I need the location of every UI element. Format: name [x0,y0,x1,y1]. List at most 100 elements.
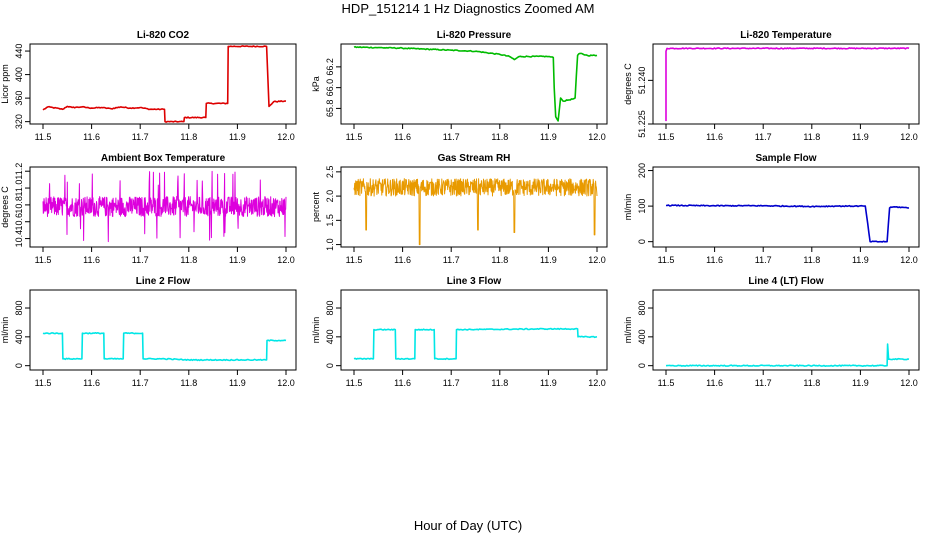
x-tick-label: 11.8 [180,132,197,142]
chart-title: Line 2 Flow [136,276,191,287]
chart-title: Li-820 Temperature [740,30,832,41]
series-line-pressure [353,45,598,122]
x-tick-label: 11.5 [658,255,675,265]
y-axis-label: degrees C [623,63,633,105]
y-tick-label: 0 [637,239,647,244]
y-tick-label: 65.8 [325,100,335,118]
x-tick-label: 11.8 [491,378,508,388]
y-tick-label: 400 [14,67,24,82]
x-tick-label: 11.8 [491,132,508,142]
y-tick-label: 51.225 [637,110,647,138]
y-tick-label: 400 [637,329,647,344]
y-tick-label: 10.6 [14,213,24,231]
series-line-temperature [665,47,910,122]
x-tick-label: 12.0 [588,378,606,388]
x-tick-label: 11.5 [658,378,675,388]
x-tick-label: 11.7 [443,132,460,142]
x-tick-label: 11.7 [132,378,149,388]
y-axis-label: kPa [311,76,321,92]
chart-panel-line3: Line 3 Flow ml/min 11.5 11.6 11.7 11.8 11.9 12.… [311,276,608,388]
y-tick-label: 800 [325,301,335,316]
y-tick-label: 100 [637,199,647,214]
y-axis-label: ml/min [623,194,633,221]
y-tick-label: 11.2 [14,163,24,180]
series-line-line4 [665,343,910,367]
y-tick-label: 66.2 [325,58,335,76]
x-tick-label: 11.5 [346,378,363,388]
x-tick-label: 11.9 [229,255,246,265]
y-axis-label: ml/min [0,317,10,344]
y-axis-label: degrees C [0,186,10,228]
x-tick-label: 11.7 [132,132,149,142]
chart-title: Sample Flow [755,153,816,164]
chart-title: Ambient Box Temperature [101,153,226,164]
x-tick-label: 12.0 [900,378,918,388]
x-tick-label: 11.6 [706,132,723,142]
y-tick-label: 440 [14,44,24,59]
y-tick-label: 0 [325,363,335,368]
series-line-line3 [353,327,598,361]
plot-frame [340,289,608,371]
y-tick-label: 51.240 [637,67,647,95]
x-tick-label: 11.6 [83,132,100,142]
x-tick-label: 11.9 [229,132,246,142]
y-tick-label: 1.0 [325,238,335,251]
x-tick-label: 11.9 [852,132,869,142]
x-tick-label: 11.8 [491,255,508,265]
chart-title: Line 4 (LT) Flow [748,276,824,287]
x-tick-label: 12.0 [277,255,295,265]
chart-panel-co2: Li-820 CO2 Licor ppm 11.5 11.6 11.7 11.8 11.9 1… [0,30,297,142]
x-tick-label: 11.9 [852,255,869,265]
y-tick-label: 320 [14,114,24,129]
plot-frame [652,43,920,125]
x-tick-label: 11.8 [803,378,820,388]
y-tick-label: 800 [637,301,647,316]
y-tick-label: 10.4 [14,230,24,248]
chart-title: Li-820 CO2 [137,30,190,41]
x-tick-label: 12.0 [277,378,295,388]
plot-frame [340,166,608,248]
chart-panel-pressure: Li-820 Pressure kPa 11.5 11.6 11.7 11.8 11.9 12… [311,30,608,142]
x-tick-label: 11.9 [540,132,557,142]
chart-title: Line 3 Flow [447,276,502,287]
chart-panel-boxtemp: Ambient Box Temperature degrees C 11.5 11.6… [0,153,297,265]
x-tick-label: 11.6 [83,255,100,265]
x-tick-label: 12.0 [900,132,918,142]
x-tick-label: 11.5 [35,255,52,265]
chart-title: Gas Stream RH [438,153,511,164]
x-tick-label: 11.6 [394,255,411,265]
plot-frame [652,166,920,248]
x-tick-label: 11.9 [852,378,869,388]
y-tick-label: 0 [637,363,647,368]
y-tick-label: 400 [325,329,335,344]
x-tick-label: 11.8 [180,255,197,265]
x-tick-label: 11.8 [803,255,820,265]
y-tick-label: 11.0 [14,180,24,197]
x-tick-label: 12.0 [588,132,606,142]
x-tick-label: 11.7 [755,378,772,388]
page-x-axis-label: Hour of Day (UTC) [413,518,523,533]
y-tick-label: 2.0 [325,190,335,203]
chart-panel-line2: Line 2 Flow ml/min 11.5 11.6 11.7 11.8 11.9 12.… [0,276,297,388]
y-tick-label: 800 [14,301,24,316]
x-tick-label: 11.6 [394,378,411,388]
x-tick-label: 12.0 [277,132,295,142]
chart-panel-line4: Line 4 (LT) Flow ml/min 11.5 11.6 11.7 11.8 11… [623,276,920,388]
chart-panel-sampleflow: Sample Flow ml/min 11.5 11.6 11.7 11.8 11.9 12.… [623,153,920,265]
x-tick-label: 11.7 [755,255,772,265]
page-title: HDP_151214 1 Hz Diagnostics Zoomed AM [341,1,595,16]
y-axis-label: Licor ppm [0,64,10,104]
y-tick-label: 0 [14,363,24,368]
plot-frame [29,43,297,125]
x-tick-label: 11.5 [35,132,52,142]
y-axis-label: ml/min [311,317,321,344]
series-line-sampleflow [665,204,910,243]
chart-panel-temperature: Li-820 Temperature degrees C 11.5 11.6 11.7 1… [623,30,920,142]
y-tick-label: 360 [14,91,24,106]
plot-frame [29,289,297,371]
y-tick-label: 66.0 [325,79,335,97]
plot-frame [29,166,297,248]
y-tick-label: 200 [637,163,647,178]
x-tick-label: 11.7 [132,255,149,265]
